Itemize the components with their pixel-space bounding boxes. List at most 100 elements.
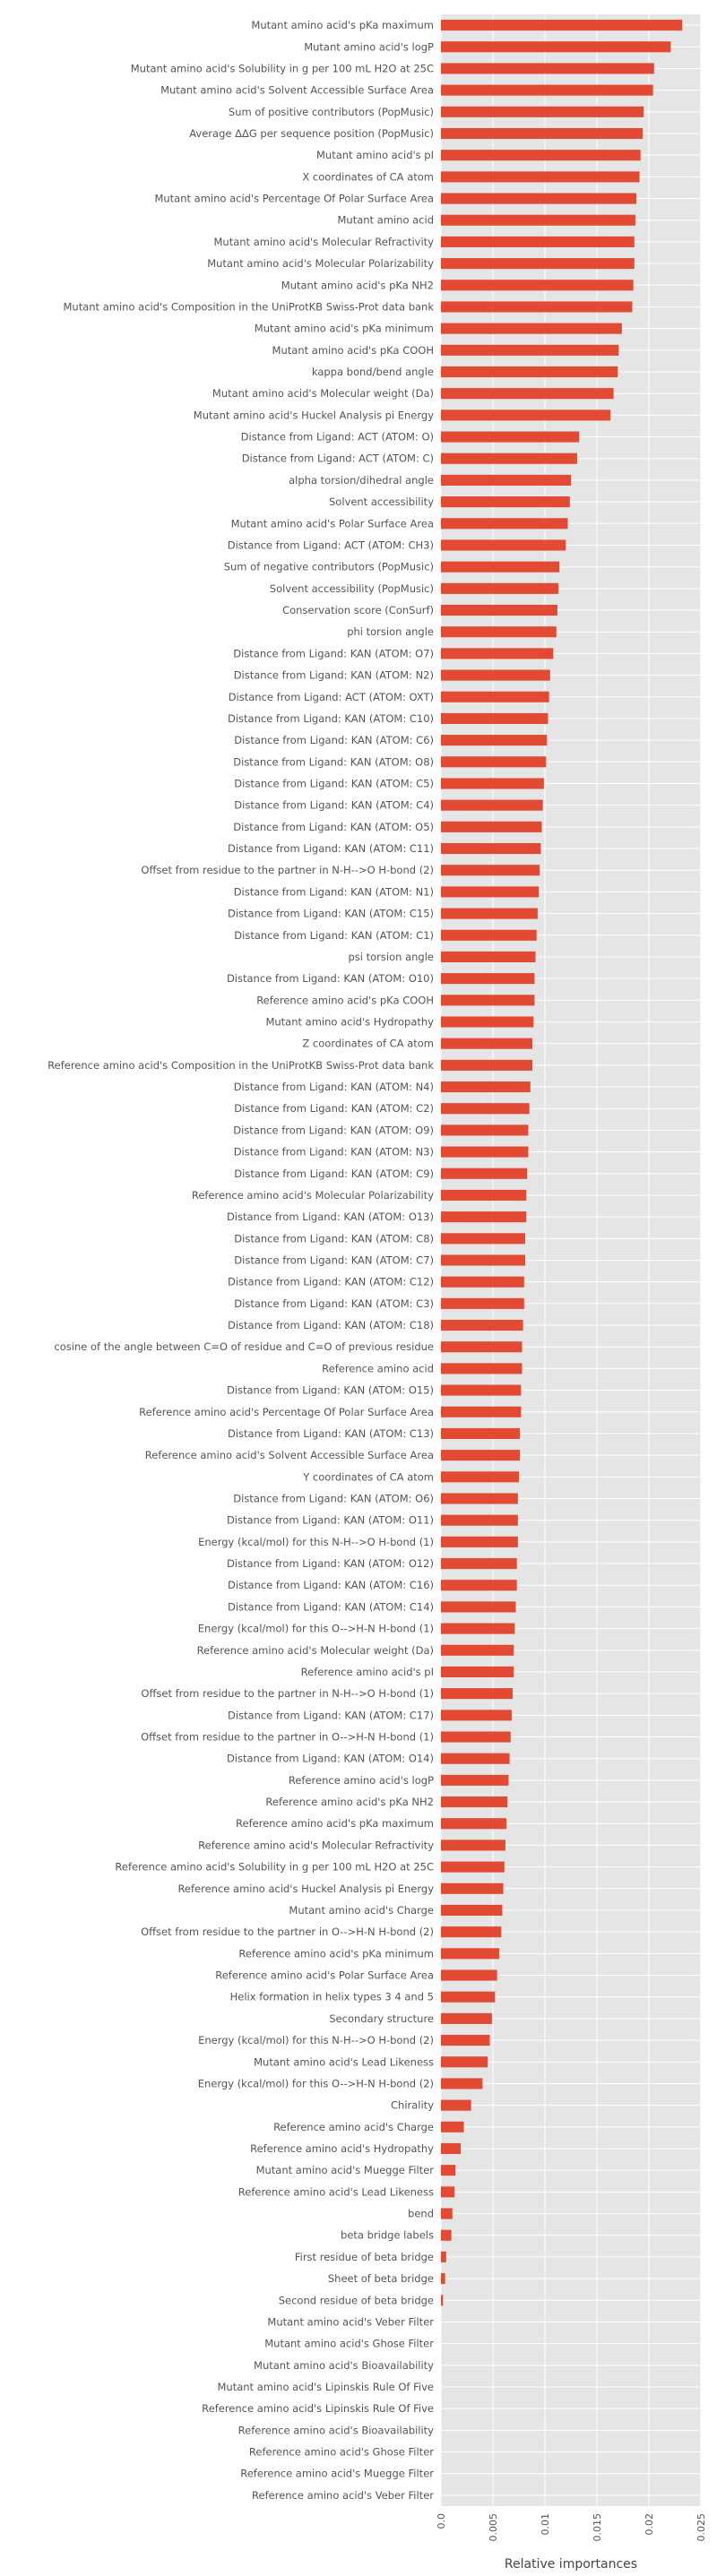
bar <box>441 2078 483 2089</box>
y-tick-label: Reference amino acid <box>322 1362 434 1374</box>
y-tick-label: Distance from Ligand: KAN (ATOM: C12) <box>228 1276 434 1288</box>
y-tick-label: Distance from Ligand: KAN (ATOM: C2) <box>234 1102 434 1115</box>
y-tick-label: Conservation score (ConSurf) <box>282 604 434 616</box>
y-tick-label: Energy (kcal/mol) for this N-H-->O H-bon… <box>198 2034 434 2046</box>
y-tick-label: Energy (kcal/mol) for this O-->H-N H-bon… <box>198 1623 434 1635</box>
y-tick-label: Reference amino acid's Polar Surface Are… <box>215 1969 434 1982</box>
y-tick-label: Distance from Ligand: KAN (ATOM: C1) <box>234 929 434 942</box>
y-tick-label: Offset from residue to the partner in N-… <box>141 864 434 876</box>
x-tick-labels: 0.0 0.005 0.01 0.015 0.02 0.025 <box>436 2513 707 2542</box>
y-tick-label: Mutant amino acid's Molecular Refractivi… <box>214 236 435 248</box>
y-tick-label: bend <box>408 2208 434 2220</box>
bar <box>441 1427 521 1440</box>
y-tick-label: Reference amino acid's Molecular Polariz… <box>192 1189 434 1202</box>
bar <box>441 20 683 31</box>
bar <box>441 1969 497 1981</box>
y-tick-label: Reference amino acid's Lead Likeness <box>238 2185 434 2198</box>
y-tick-label: Distance from Ligand: ACT (ATOM: CH3) <box>228 538 434 551</box>
y-tick-label: kappa bond/bend angle <box>312 366 434 378</box>
bar <box>441 1341 523 1353</box>
bar <box>441 1861 505 1873</box>
y-tick-label: Chirality <box>391 2099 434 2112</box>
bar <box>441 2099 471 2111</box>
y-tick-label: Distance from Ligand: KAN (ATOM: O12) <box>227 1557 434 1570</box>
bar <box>441 2295 444 2306</box>
bar <box>441 539 566 551</box>
bar <box>441 2035 490 2046</box>
bar <box>441 951 536 962</box>
bar <box>441 1558 517 1570</box>
y-tick-label: Mutant amino acid's Solvent Accessible S… <box>160 84 434 97</box>
bar <box>441 2142 462 2155</box>
bar <box>441 1948 499 1960</box>
y-tick-label: Secondary structure <box>329 2012 434 2025</box>
bar <box>441 1493 518 1504</box>
y-tick-label: Reference amino acid's Lipinskis Rule Of… <box>202 2402 434 2415</box>
bar <box>441 171 640 183</box>
bar <box>441 648 554 659</box>
bar <box>441 2165 456 2176</box>
y-tick-label: Solvent accessibility (PopMusic) <box>270 582 434 595</box>
bar <box>441 1189 527 1201</box>
y-tick-label: Second residue of beta bridge <box>279 2294 434 2306</box>
bar <box>441 1623 515 1634</box>
bar <box>441 1839 505 1851</box>
x-tick-label: 0.015 <box>592 2513 603 2542</box>
y-tick-label: Distance from Ligand: KAN (ATOM: O5) <box>233 821 434 833</box>
y-tick-label: Mutant amino acid's Percentage Of Polar … <box>154 193 434 205</box>
y-tick-label: Distance from Ligand: KAN (ATOM: N3) <box>234 1146 434 1159</box>
y-tick-label: Distance from Ligand: KAN (ATOM: C16) <box>228 1579 434 1591</box>
bar <box>441 323 622 334</box>
y-tick-label: Distance from Ligand: KAN (ATOM: N1) <box>234 885 434 898</box>
bar <box>441 582 559 594</box>
x-tick-label: 0.0 <box>436 2513 447 2529</box>
y-tick-label: Mutant amino acid's Muegge Filter <box>256 2164 435 2176</box>
y-tick-label: Distance from Ligand: KAN (ATOM: O14) <box>227 1753 434 1765</box>
bar <box>441 1363 523 1374</box>
bar <box>441 1666 514 1678</box>
bar <box>441 1514 518 1526</box>
y-tick-label: Reference amino acid's Bioavailability <box>238 2424 435 2436</box>
bar <box>441 1818 507 1830</box>
bar <box>441 1038 533 1049</box>
y-tick-label: Energy (kcal/mol) for this N-H-->O H-bon… <box>198 1536 434 1548</box>
y-tick-label: phi torsion angle <box>347 625 434 638</box>
y-tick-label: Z coordinates of CA atom <box>302 1038 434 1050</box>
y-tick-label: Distance from Ligand: KAN (ATOM: N4) <box>234 1081 434 1093</box>
bar <box>441 1601 516 1613</box>
y-tick-label: Y coordinates of CA atom <box>302 1470 434 1483</box>
bar <box>441 431 580 443</box>
y-tick-label: Reference amino acid's Hydropathy <box>250 2142 434 2155</box>
bar <box>441 1384 522 1396</box>
bar <box>441 821 542 832</box>
y-tick-label: Helix formation in helix types 3 4 and 5 <box>230 1991 434 2003</box>
bar <box>441 1688 514 1700</box>
y-tick-label: Mutant amino acid's Composition in the U… <box>64 300 435 313</box>
y-tick-label: Distance from Ligand: KAN (ATOM: O7) <box>233 647 434 659</box>
y-tick-label: Mutant amino acid's Ghose Filter <box>264 2338 434 2350</box>
y-tick-label: Mutant amino acid's Veber Filter <box>267 2315 434 2328</box>
y-tick-label: Reference amino acid's Muegge Filter <box>240 2468 434 2480</box>
bar <box>441 236 635 247</box>
y-tick-label: alpha torsion/dihedral angle <box>289 474 434 487</box>
bar <box>441 1233 525 1245</box>
bar <box>441 1753 510 1764</box>
bar <box>441 63 654 74</box>
y-tick-label: Distance from Ligand: KAN (ATOM: C9) <box>234 1167 434 1180</box>
y-tick-label: Reference amino acid's Percentage Of Pol… <box>139 1406 434 1418</box>
y-tick-label: Sheet of beta bridge <box>328 2272 434 2285</box>
y-tick-label: Reference amino acid's pKa maximum <box>236 1817 434 1830</box>
y-tick-label: Distance from Ligand: KAN (ATOM: O10) <box>227 972 434 985</box>
bar <box>441 712 549 724</box>
bar <box>441 973 535 985</box>
y-tick-label: Offset from residue to the partner in O-… <box>141 1731 434 1744</box>
y-tick-label: Distance from Ligand: KAN (ATOM: C6) <box>234 734 434 746</box>
bar <box>441 604 557 616</box>
x-tick-label: 0.01 <box>540 2513 551 2536</box>
bar <box>441 474 571 486</box>
y-tick-label: Distance from Ligand: KAN (ATOM: O9) <box>233 1124 434 1136</box>
x-axis-title: Relative importances <box>505 2557 637 2572</box>
bar <box>441 1406 522 1417</box>
y-tick-label: Solvent accessibility <box>329 495 434 508</box>
